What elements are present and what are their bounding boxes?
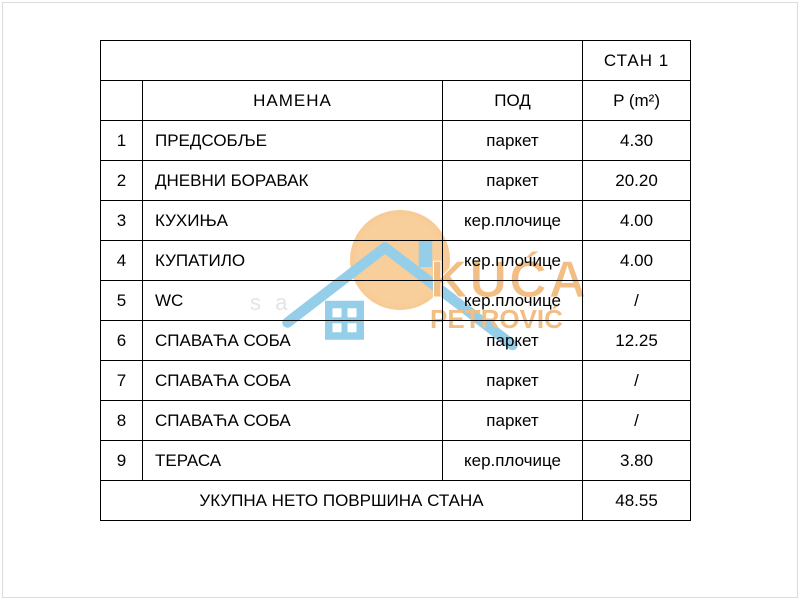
cell-area: / xyxy=(583,281,691,321)
total-area: 48.55 xyxy=(583,481,691,521)
cell-name: СПАВАЋА СОБА xyxy=(143,401,443,441)
cell-name: КУХИЊА xyxy=(143,201,443,241)
header-name: НАМЕНА xyxy=(143,81,443,121)
header-num xyxy=(101,81,143,121)
table-row: 2ДНЕВНИ БОРАВАКпаркет20.20 xyxy=(101,161,691,201)
cell-num: 3 xyxy=(101,201,143,241)
table-row: 5WCкер.плочице/ xyxy=(101,281,691,321)
cell-floor: кер.плочице xyxy=(443,441,583,481)
cell-num: 8 xyxy=(101,401,143,441)
table-row: 9ТЕРАСАкер.плочице3.80 xyxy=(101,441,691,481)
title-spacer xyxy=(101,41,583,81)
cell-floor: паркет xyxy=(443,361,583,401)
table-row: 4КУПАТИЛОкер.плочице4.00 xyxy=(101,241,691,281)
cell-area: 4.30 xyxy=(583,121,691,161)
cell-num: 5 xyxy=(101,281,143,321)
cell-num: 9 xyxy=(101,441,143,481)
table-title: СТАН 1 xyxy=(583,41,691,81)
table-row: 8СПАВАЋА СОБАпаркет/ xyxy=(101,401,691,441)
table-header-row: НАМЕНА ПОД P (m²) xyxy=(101,81,691,121)
header-floor: ПОД xyxy=(443,81,583,121)
table-title-row: СТАН 1 xyxy=(101,41,691,81)
cell-num: 7 xyxy=(101,361,143,401)
cell-area: 4.00 xyxy=(583,201,691,241)
cell-floor: паркет xyxy=(443,321,583,361)
cell-floor: кер.плочице xyxy=(443,241,583,281)
cell-num: 1 xyxy=(101,121,143,161)
header-area: P (m²) xyxy=(583,81,691,121)
cell-area: 4.00 xyxy=(583,241,691,281)
cell-name: ДНЕВНИ БОРАВАК xyxy=(143,161,443,201)
table-row: 1ПРЕДСОБЉЕпаркет4.30 xyxy=(101,121,691,161)
cell-num: 4 xyxy=(101,241,143,281)
table-total-row: УКУПНА НЕТО ПОВРШИНА СТАНА 48.55 xyxy=(101,481,691,521)
cell-name: ПРЕДСОБЉЕ xyxy=(143,121,443,161)
cell-name: СПАВАЋА СОБА xyxy=(143,321,443,361)
table-row: 6СПАВАЋА СОБАпаркет12.25 xyxy=(101,321,691,361)
cell-name: СПАВАЋА СОБА xyxy=(143,361,443,401)
cell-name: WC xyxy=(143,281,443,321)
cell-num: 2 xyxy=(101,161,143,201)
cell-area: 20.20 xyxy=(583,161,691,201)
cell-floor: кер.плочице xyxy=(443,281,583,321)
cell-floor: паркет xyxy=(443,121,583,161)
cell-name: ТЕРАСА xyxy=(143,441,443,481)
room-table: СТАН 1 НАМЕНА ПОД P (m²) 1ПРЕДСОБЉЕпарке… xyxy=(100,40,690,521)
cell-area: / xyxy=(583,361,691,401)
cell-area: 12.25 xyxy=(583,321,691,361)
cell-area: 3.80 xyxy=(583,441,691,481)
table-row: 7СПАВАЋА СОБАпаркет/ xyxy=(101,361,691,401)
cell-num: 6 xyxy=(101,321,143,361)
cell-floor: паркет xyxy=(443,161,583,201)
cell-floor: кер.плочице xyxy=(443,201,583,241)
cell-floor: паркет xyxy=(443,401,583,441)
total-label: УКУПНА НЕТО ПОВРШИНА СТАНА xyxy=(101,481,583,521)
cell-area: / xyxy=(583,401,691,441)
table-row: 3КУХИЊАкер.плочице4.00 xyxy=(101,201,691,241)
cell-name: КУПАТИЛО xyxy=(143,241,443,281)
